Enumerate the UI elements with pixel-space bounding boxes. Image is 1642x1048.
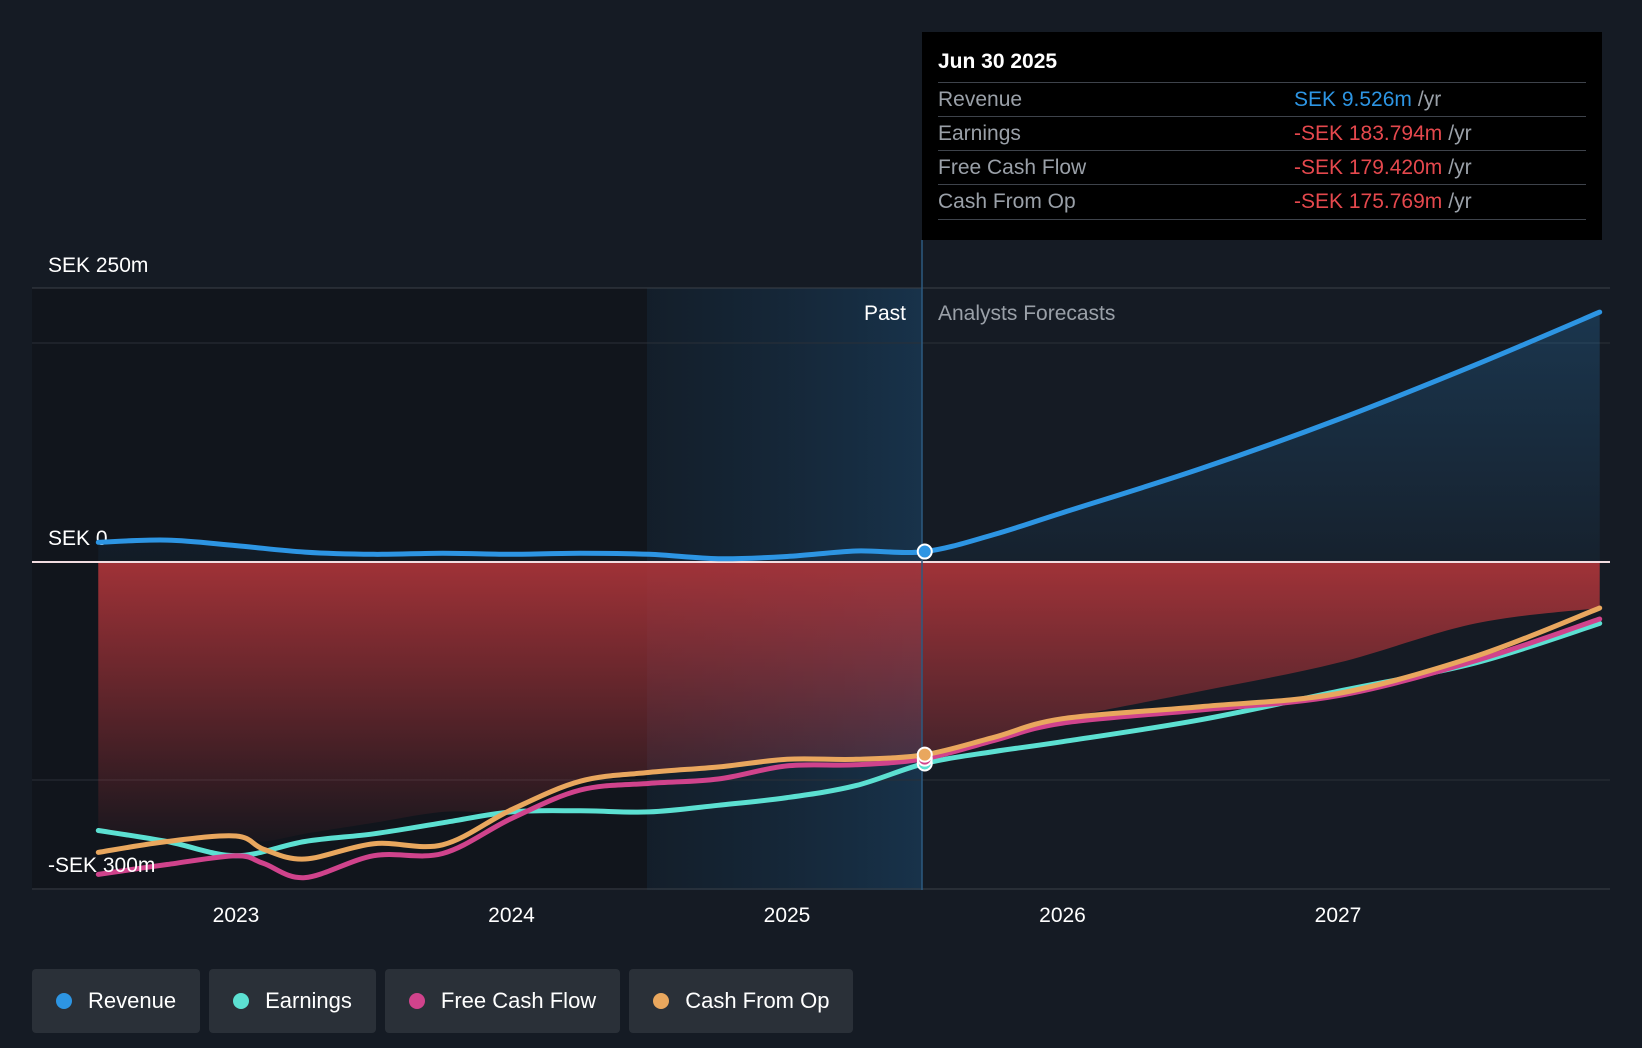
x-tick-label: 2025 [764,904,811,927]
cash-from-op-dot-icon [653,993,670,1009]
y-label-bottom: -SEK 300m [48,854,155,877]
tooltip-label: Revenue [938,88,1023,111]
x-tick-label: 2023 [213,904,260,927]
tooltip-value: -SEK 183.794m/yr [1294,122,1472,145]
tooltip-date: Jun 30 2025 [938,50,1058,73]
legend-item-cash-from-op[interactable]: Cash From Op [629,969,854,1033]
negative-area [98,562,1600,842]
tooltip-row-earnings: Earnings -SEK 183.794m/yr [938,116,1586,151]
earnings-dot-icon [233,993,250,1009]
y-label-top: SEK 250m [48,254,148,277]
tooltip-label: Free Cash Flow [938,156,1087,179]
tooltip-value: -SEK 175.769m/yr [1294,190,1472,213]
revenue-area [98,312,1600,562]
free-cash-flow-dot-icon [408,993,425,1009]
tooltip-row-revenue: Revenue SEK 9.526m/yr [938,82,1586,117]
legend-item-earnings[interactable]: Earnings [209,969,376,1033]
tooltip-label: Earnings [938,122,1021,145]
tooltip-label: Cash From Op [938,190,1076,213]
legend-label: Earnings [265,988,352,1013]
tooltip-value: SEK 9.526m/yr [1294,88,1442,111]
revenue-dot-icon [56,993,72,1009]
revenue-marker[interactable] [916,543,933,560]
tooltip-row-free-cash-flow: Free Cash Flow -SEK 179.420m/yr [938,150,1586,185]
tooltip: Jun 30 2025 Revenue SEK 9.526m/yr Earnin… [922,32,1602,240]
y-label-zero: SEK 0 [48,527,108,550]
x-tick-label: 2024 [488,904,535,927]
cash-from-op-line [95,605,1603,862]
past-label: Past [864,302,906,325]
legend: Revenue Earnings Free Cash Flow Cash Fro… [32,969,854,1033]
revenue-line [95,309,1603,562]
legend-label: Free Cash Flow [440,988,597,1013]
cash-from-op-marker[interactable] [916,746,933,763]
legend-item-free-cash-flow[interactable]: Free Cash Flow [384,969,621,1033]
legend-label: Revenue [88,988,177,1013]
x-tick-label: 2027 [1315,904,1362,927]
legend-label: Cash From Op [685,988,830,1013]
tooltip-value: -SEK 179.420m/yr [1294,156,1472,179]
legend-item-revenue[interactable]: Revenue [32,969,201,1033]
free-cash-flow-line [95,616,1603,881]
x-tick-label: 2026 [1039,904,1086,927]
forecast-label: Analysts Forecasts [938,302,1115,325]
tooltip-row-cash-from-op: Cash From Op -SEK 175.769m/yr [938,184,1586,220]
